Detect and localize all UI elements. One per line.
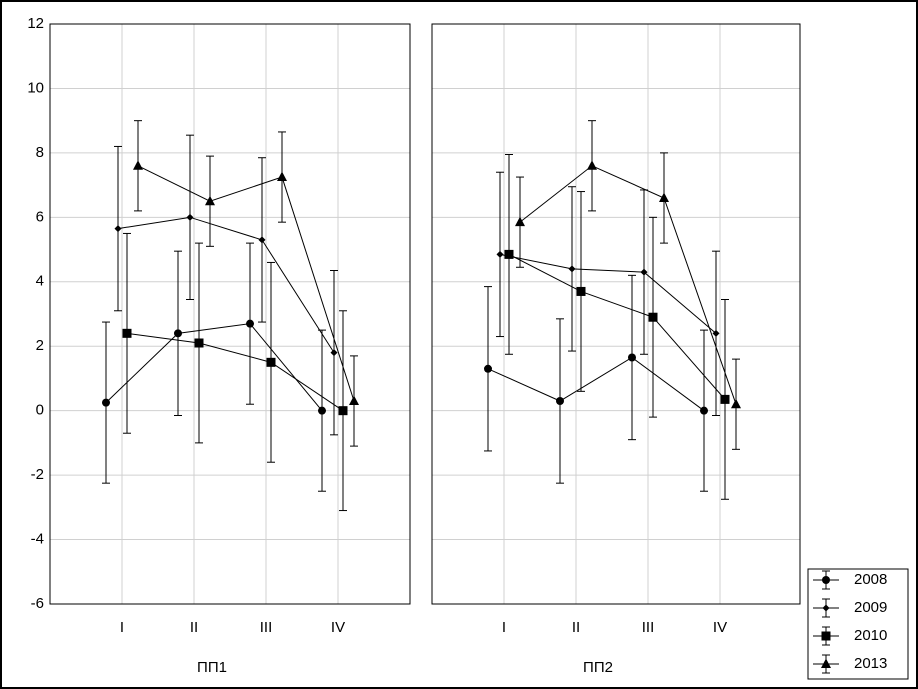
x-tick-label: II: [190, 619, 198, 636]
y-tick-label: 8: [36, 144, 44, 161]
marker: [515, 216, 525, 227]
plot-frame: [49, 23, 411, 605]
series-line: [499, 253, 717, 334]
series-line: [508, 253, 726, 400]
y-tick-label: -2: [31, 466, 44, 483]
marker: [122, 328, 132, 338]
series-line: [519, 165, 737, 405]
x-tick-label: I: [120, 619, 124, 636]
y-tick-label: 0: [36, 402, 44, 419]
series-line: [137, 165, 355, 402]
marker: [568, 265, 576, 273]
series-line: [117, 216, 335, 353]
marker: [822, 604, 830, 612]
x-tick-label: II: [572, 619, 580, 636]
marker: [349, 395, 359, 405]
marker: [318, 406, 326, 415]
marker: [576, 286, 586, 296]
marker: [277, 171, 287, 182]
marker: [174, 329, 182, 338]
marker: [102, 398, 110, 407]
x-axis-label: ПП2: [583, 659, 613, 676]
y-tick-label: 10: [27, 79, 44, 96]
marker: [821, 631, 831, 641]
marker: [330, 349, 338, 357]
marker: [712, 329, 720, 337]
marker: [205, 195, 215, 206]
x-tick-label: III: [260, 619, 273, 636]
x-tick-label: I: [502, 619, 506, 636]
marker: [496, 250, 504, 258]
x-axis-label: ПП1: [197, 659, 227, 676]
y-tick-label: 6: [36, 208, 44, 225]
marker: [194, 338, 204, 348]
legend-label: 2009: [854, 599, 887, 616]
legend-box: [807, 568, 909, 680]
marker: [133, 160, 143, 170]
y-tick-label: 12: [27, 15, 44, 32]
marker: [484, 364, 492, 373]
marker: [640, 268, 648, 276]
y-tick-label: -6: [31, 595, 44, 612]
marker: [504, 249, 514, 259]
marker: [186, 213, 194, 221]
y-tick-label: -4: [31, 531, 44, 548]
marker: [720, 394, 730, 404]
marker: [246, 319, 254, 328]
marker: [731, 398, 741, 409]
y-tick-label: 2: [36, 337, 44, 354]
x-tick-label: III: [642, 619, 655, 636]
legend-label: 2013: [854, 655, 887, 672]
marker: [821, 658, 831, 668]
marker: [822, 576, 830, 584]
x-tick-label: IV: [713, 619, 727, 636]
legend-label: 2008: [854, 571, 887, 588]
plot-frame: [431, 23, 801, 605]
marker: [700, 406, 708, 415]
marker: [628, 353, 636, 362]
marker: [659, 192, 669, 202]
x-tick-label: IV: [331, 619, 345, 636]
marker: [266, 357, 276, 367]
legend-label: 2010: [854, 627, 887, 644]
marker: [114, 225, 122, 233]
marker: [556, 397, 564, 405]
marker: [587, 160, 597, 170]
marker: [338, 406, 348, 416]
series-line: [487, 356, 705, 412]
y-tick-label: 4: [36, 273, 44, 290]
marker: [258, 236, 266, 244]
marker: [648, 312, 658, 322]
series-line: [105, 323, 323, 411]
series-line: [126, 332, 344, 412]
